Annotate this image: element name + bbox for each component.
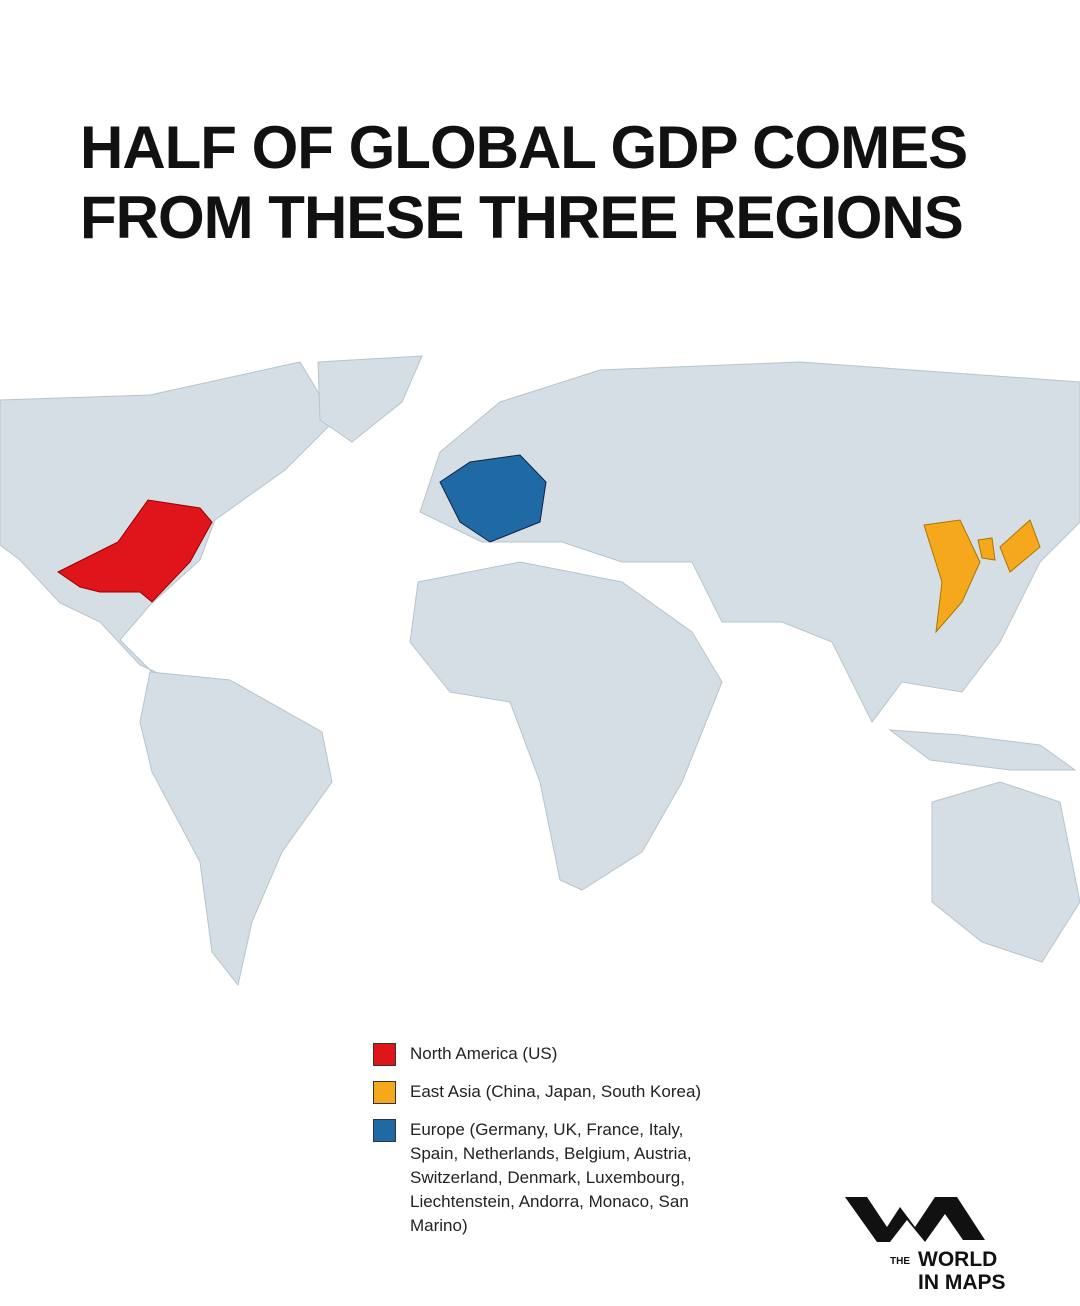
legend: North America (US) East Asia (China, Japa…: [373, 1042, 703, 1252]
legend-label: North America (US): [410, 1044, 558, 1063]
world-map: [0, 355, 1080, 987]
region-korea: [977, 537, 996, 561]
legend-swatch: [373, 1043, 396, 1066]
legend-swatch: [373, 1081, 396, 1104]
logo-mark: [845, 1197, 985, 1242]
logo-small: THE: [890, 1256, 910, 1267]
south-america: [139, 671, 333, 987]
logo-line: WORLD: [918, 1248, 998, 1271]
region-japan: [999, 519, 1041, 573]
logo: THE WORLD IN MAPS: [840, 1192, 1020, 1302]
greenland: [317, 355, 423, 443]
australia: [931, 781, 1080, 963]
legend-item: North America (US): [373, 1042, 703, 1066]
legend-item: Europe (Germany, UK, France, Italy, Spai…: [373, 1118, 703, 1238]
title-line: HALF OF GLOBAL GDP COMES: [80, 114, 968, 181]
logo-line: IN MAPS: [918, 1271, 1006, 1294]
title-line: FROM THESE THREE REGIONS: [80, 184, 964, 251]
region-china: [923, 519, 981, 634]
legend-label: Europe (Germany, UK, France, Italy, Spai…: [410, 1120, 692, 1235]
indonesia: [888, 729, 1077, 771]
africa: [409, 561, 723, 891]
region-europe: [439, 454, 547, 543]
legend-swatch: [373, 1119, 396, 1142]
legend-item: East Asia (China, Japan, South Korea): [373, 1080, 703, 1104]
region-us: [57, 499, 213, 603]
legend-label: East Asia (China, Japan, South Korea): [410, 1082, 702, 1101]
eurasia: [419, 361, 1080, 723]
